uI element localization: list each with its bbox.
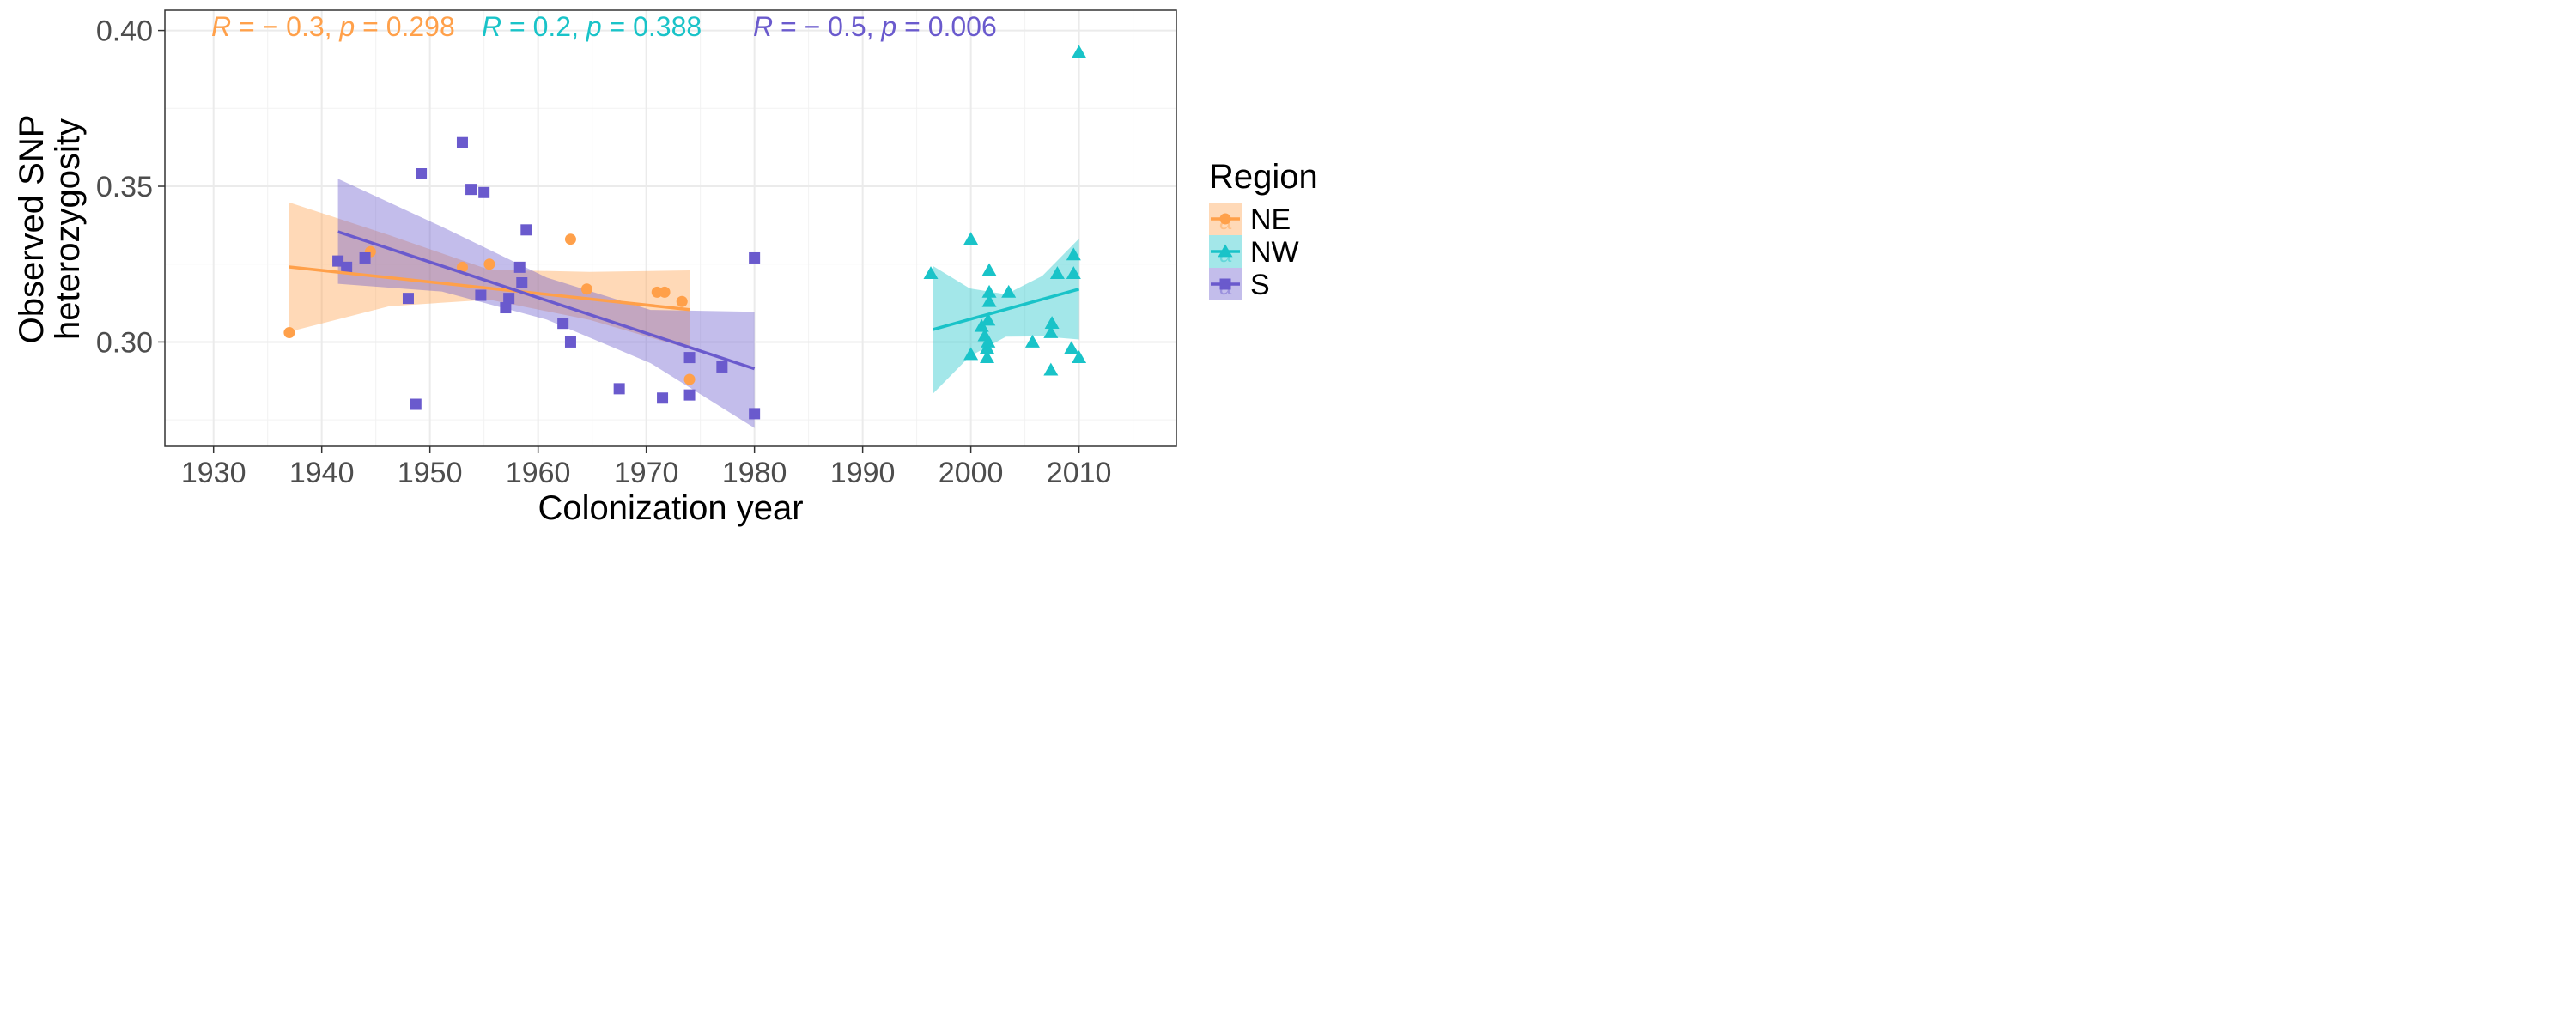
y-axis-title-line-2: heterozygosity [49,118,87,340]
point-s [716,360,728,373]
point-nw [1043,325,1059,338]
point-ne [283,327,295,339]
x-tick-label: 1970 [614,457,679,489]
point-s [683,389,696,401]
y-axis-title-line-1: Observed SNP [13,115,51,344]
x-tick-label: 1980 [722,457,787,489]
legend-key-marker [1218,244,1233,258]
fit-lines [289,230,1080,371]
point-nw [1044,316,1060,330]
point-nw [1072,45,1087,58]
stat-annotation-nw: R = 0.2, p = 0.388 [482,11,702,42]
point-nw [980,350,995,363]
point-nw [1024,334,1040,348]
legend-label-s: S [1250,269,1270,301]
legend-title: Region [1209,158,1318,196]
point-s [359,251,371,264]
ci-band-s [337,179,755,428]
y-tick-label: 0.35 [96,171,153,203]
ci-band-ne [289,202,690,349]
x-tick-label: 2010 [1047,457,1112,489]
legend: Region a NEa NWa S [1209,158,1318,301]
point-ne [564,233,576,245]
point-s [465,184,477,196]
point-nw [963,347,979,360]
point-nw [981,294,997,307]
legend-item-ne: a NE [1209,203,1291,236]
legend-key-glyph: a [1219,241,1232,267]
point-ne [580,283,592,295]
legend-key-glyph: a [1219,209,1232,234]
point-nw [1049,266,1065,279]
x-tick-label: 1950 [398,457,463,489]
point-s [410,398,422,410]
legend-key-marker [1219,213,1231,225]
point-s [503,293,515,305]
point-nw [981,334,996,348]
point-s [402,293,414,305]
point-s [332,255,344,267]
point-s [513,261,526,273]
point-s [657,392,669,404]
legend-key-glyph: a [1219,274,1232,300]
legend-key-marker [1219,278,1231,290]
point-ne [483,258,495,270]
point-ne [683,373,696,385]
panel-border [164,9,1177,447]
point-nw [923,266,939,279]
fit-line-nw [933,288,1080,331]
chart: 1930 1940 1950 1960 1970 1980 1990 2000 2010 0.30… [13,9,1318,527]
point-s [456,136,468,148]
point-s [520,224,532,236]
point-s [683,352,696,364]
point-s [564,336,576,348]
x-tick-label: 1940 [289,457,355,489]
point-nw [963,232,979,245]
data-points [283,45,1087,420]
fit-line-s [337,230,756,371]
stat-annotations: R = − 0.3, p = 0.298 R = 0.2, p = 0.388 R … [211,11,997,42]
stat-annotation-ne: R = − 0.3, p = 0.298 [211,11,455,42]
point-s [478,186,490,198]
point-nw [1001,284,1017,298]
point-s [516,277,528,288]
y-tick-label: 0.40 [96,15,153,48]
axis-ticks [158,29,1080,453]
fit-line-ne [289,265,690,312]
point-nw [981,284,997,298]
point-nw [1066,266,1081,279]
legend-item-nw: a NW [1209,235,1299,269]
point-nw [1072,350,1087,363]
legend-label-nw: NW [1250,236,1299,269]
point-nw [1066,247,1081,261]
tick-labels: 1930 1940 1950 1960 1970 1980 1990 2000 2010 0.30… [96,15,1112,489]
point-nw [981,263,997,276]
x-tick-label: 2000 [939,457,1004,489]
point-s [416,168,428,179]
point-s [475,289,487,301]
point-s [557,318,569,330]
panel-background [165,10,1176,446]
point-ne [676,295,688,307]
y-axis-title: Observed SNP heterozygosity [13,115,87,344]
point-nw [981,312,996,326]
point-ne [659,286,671,298]
point-s [613,383,625,395]
x-tick-label: 1960 [506,457,571,489]
point-s [341,261,353,273]
stat-annotation-s: R = − 0.5, p = 0.006 [753,11,997,42]
point-ne [456,261,468,273]
point-nw [1043,362,1059,376]
point-s [749,408,761,420]
y-tick-label: 0.30 [96,326,153,359]
x-tick-label: 1990 [830,457,896,489]
x-axis-title: Colonization year [538,489,803,527]
point-s [749,251,761,264]
x-tick-label: 1930 [181,457,246,489]
point-s [500,302,512,314]
legend-label-ne: NE [1250,203,1291,236]
point-nw [1064,341,1079,354]
